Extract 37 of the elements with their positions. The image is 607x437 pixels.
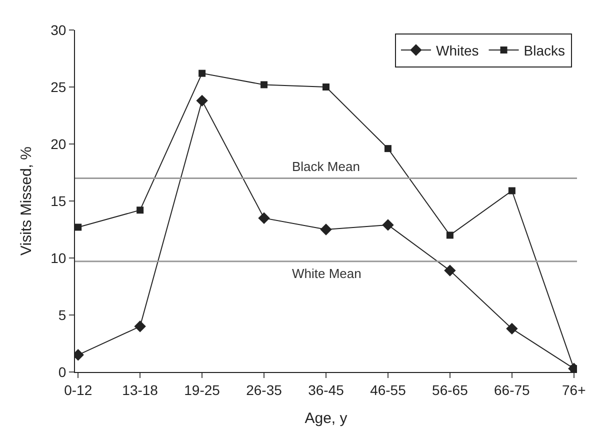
point: [258, 212, 270, 224]
y-tick-label: 20: [50, 136, 66, 152]
point: [134, 320, 146, 332]
y-tick-label: 0: [58, 364, 66, 380]
point: [322, 84, 330, 90]
ref-line-label: Black Mean: [292, 159, 360, 174]
y-tick-label: 30: [50, 22, 66, 38]
point: [198, 70, 206, 77]
x-tick-label: 0-12: [64, 382, 92, 398]
x-tick-label: 13-18: [122, 382, 158, 398]
y-tick-label: 10: [50, 250, 66, 266]
x-axis-title: Age, y: [304, 410, 348, 427]
point: [506, 322, 518, 335]
point: [508, 187, 516, 194]
x-tick-label: 66-75: [494, 382, 530, 398]
point: [320, 224, 332, 236]
x-tick-label: 46-55: [370, 382, 406, 398]
point: [136, 206, 144, 214]
x-tick-label: 56-65: [432, 382, 468, 398]
point: [444, 264, 456, 276]
x-tick-label: 19-25: [184, 382, 220, 398]
y-tick-label: 15: [50, 192, 66, 209]
y-tick-label: 25: [50, 78, 66, 95]
x-tick-label: 76+: [562, 382, 586, 398]
point: [196, 94, 208, 107]
point: [446, 232, 454, 239]
point: [382, 219, 394, 231]
x-tick-label: 36-45: [308, 382, 344, 398]
x-tick-label: 26-35: [246, 382, 282, 398]
legend-label: Blacks: [524, 42, 566, 58]
y-tick-label: 5: [58, 306, 66, 323]
point: [75, 224, 82, 231]
ref-line-label: White Mean: [292, 266, 362, 281]
y-axis-title: Visits Missed, %: [18, 146, 35, 256]
legend-label: Whites: [436, 42, 479, 58]
point: [384, 145, 392, 152]
point: [260, 81, 268, 88]
